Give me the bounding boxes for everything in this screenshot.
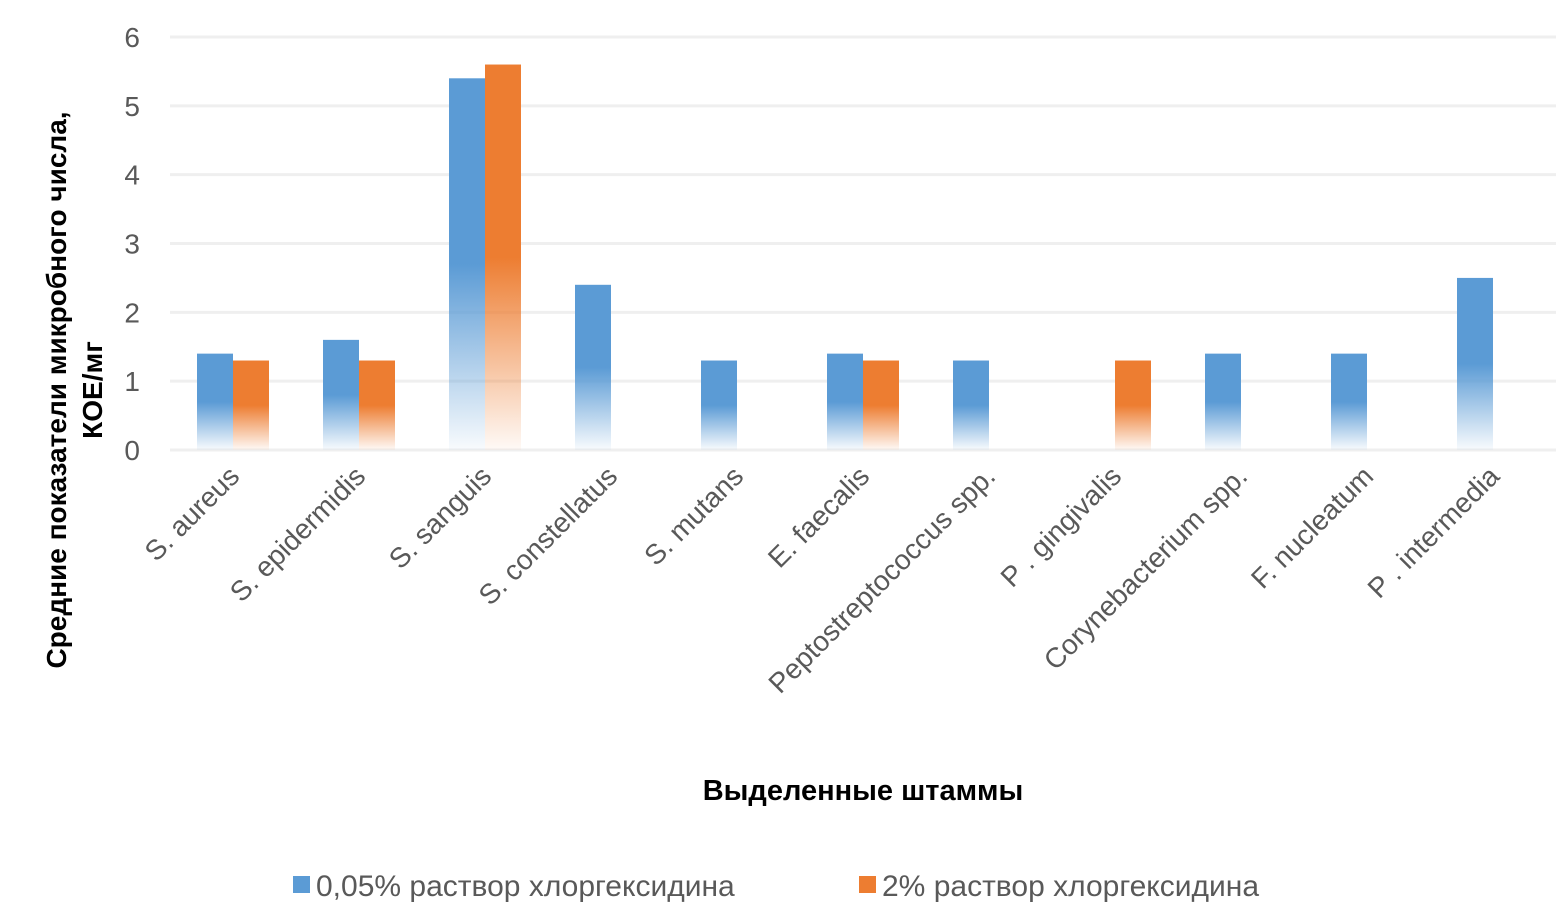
x-tick-label: S. epidermidis <box>224 460 371 607</box>
bar-0-05pct <box>449 78 485 451</box>
y-axis-label-line-1: Средние показатели микробного числа, <box>41 111 72 668</box>
y-axis-label: Средние показатели микробного числа, <box>41 111 72 668</box>
y-tick-label: 1 <box>124 366 140 397</box>
bar-2pct <box>1115 360 1151 450</box>
x-tick-label: E. faecalis <box>762 460 875 573</box>
bar-2pct <box>359 360 395 450</box>
bar-0-05pct <box>827 353 863 450</box>
gridlines <box>170 35 1556 452</box>
x-tick-label: S. mutans <box>638 460 749 571</box>
bar-0-05pct <box>197 353 233 450</box>
x-tick-label: Peptostreptococcus spp. <box>763 460 1002 699</box>
bar-2pct <box>485 64 521 451</box>
bar-0-05pct <box>1331 353 1367 450</box>
bar-0-05pct <box>1457 277 1493 450</box>
bar-0-05pct <box>953 360 989 450</box>
y-tick-label: 5 <box>124 91 140 122</box>
legend-swatch-0 <box>293 876 310 893</box>
bar-0-05pct <box>701 360 737 450</box>
y-tick-label: 0 <box>124 435 140 466</box>
bar-0-05pct <box>575 284 611 450</box>
y-tick-label: 6 <box>124 22 140 53</box>
x-tick-label: F. nucleatum <box>1245 460 1379 594</box>
legend-label-1: 2% раствор хлоргексидина <box>882 870 1259 903</box>
x-tick-label: S. sanguis <box>383 460 497 574</box>
bar-2pct <box>863 360 899 450</box>
x-tick-label: P . intermedia <box>1362 460 1506 604</box>
legend: 0,05% раствор хлоргексидина 2% раствор х… <box>293 870 1259 903</box>
x-tick-label: P . gingivalis <box>995 460 1128 593</box>
x-axis-label: Выделенные штаммы <box>703 775 1024 807</box>
legend-label-0: 0,05% раствор хлоргексидина <box>316 870 735 903</box>
x-tick-label: Corynebacterium spp. <box>1038 460 1254 676</box>
bar-2pct <box>233 360 269 450</box>
y-axis-label-2: КОЕ/мг <box>77 341 108 439</box>
y-tick-label: 2 <box>124 297 140 328</box>
y-axis-label-line-2: КОЕ/мг <box>77 341 108 439</box>
y-axis-ticks: 0 1 2 3 4 5 6 <box>124 22 140 466</box>
y-tick-label: 4 <box>124 160 140 191</box>
bar-0-05pct <box>1205 353 1241 450</box>
legend-swatch-1 <box>859 876 876 893</box>
x-tick-label: S. aureus <box>139 460 246 567</box>
bars <box>197 64 1493 451</box>
bar-0-05pct <box>323 339 359 450</box>
y-tick-label: 3 <box>124 229 140 260</box>
